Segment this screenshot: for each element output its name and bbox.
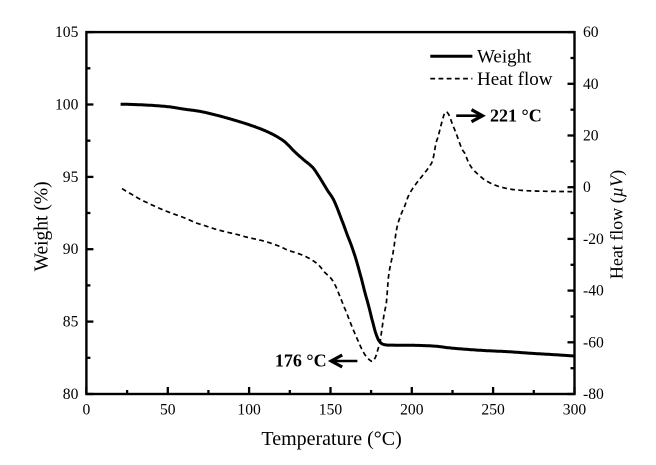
svg-text:20: 20: [583, 128, 599, 145]
svg-text:80: 80: [63, 386, 79, 403]
svg-text:-40: -40: [583, 283, 604, 300]
svg-text:150: 150: [319, 401, 343, 418]
svg-text:-80: -80: [583, 386, 604, 403]
svg-text:90: 90: [63, 241, 79, 258]
svg-text:60: 60: [583, 24, 599, 41]
svg-text:50: 50: [160, 401, 176, 418]
svg-text:Weight: Weight: [477, 47, 532, 68]
svg-text:95: 95: [63, 169, 79, 186]
svg-text:250: 250: [481, 401, 505, 418]
svg-text:176 °C: 176 °C: [275, 351, 327, 371]
svg-text:40: 40: [583, 76, 599, 93]
svg-text:100: 100: [237, 401, 261, 418]
svg-text:300: 300: [563, 401, 587, 418]
svg-text:105: 105: [55, 24, 79, 41]
svg-text:0: 0: [583, 179, 591, 196]
svg-text:85: 85: [63, 314, 79, 331]
svg-text:-20: -20: [583, 231, 604, 248]
svg-text:Heat flow: Heat flow: [477, 69, 553, 90]
svg-text:200: 200: [400, 401, 424, 418]
svg-text:-60: -60: [583, 334, 604, 351]
svg-text:Weight (%): Weight (%): [32, 181, 53, 271]
svg-text:Heat flow (µV): Heat flow (µV): [607, 170, 628, 279]
svg-text:100: 100: [55, 97, 79, 114]
svg-text:0: 0: [83, 401, 91, 418]
svg-text:Temperature (°C): Temperature (°C): [261, 428, 401, 450]
svg-text:221 °C: 221 °C: [490, 106, 542, 126]
